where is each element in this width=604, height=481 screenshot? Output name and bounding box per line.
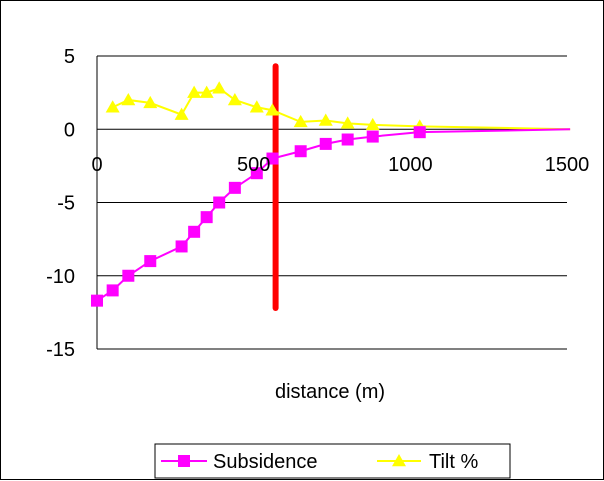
tilt-point <box>199 85 214 98</box>
subsidence-point <box>413 126 426 139</box>
subsidence-point <box>266 152 279 165</box>
tilt-point <box>105 100 120 113</box>
x-axis-title: distance (m) <box>275 381 385 403</box>
legend-box <box>154 443 511 479</box>
y-tick-label: -10 <box>46 266 75 288</box>
series-line-tilt <box>112 87 571 131</box>
tilt-point <box>143 95 158 109</box>
legend-label: Subsidence <box>213 451 318 473</box>
subsidence-point <box>91 294 103 307</box>
subsidence-point <box>213 196 226 209</box>
tilt-point <box>212 81 227 94</box>
subsidence-point <box>341 133 354 146</box>
legend-label: Tilt % <box>429 451 478 473</box>
tick-labels: 5 0 -5 -10 -15 0 500 1000 1500 <box>46 46 589 361</box>
gridlines <box>97 55 567 350</box>
series-layer <box>91 81 571 307</box>
tilt-point <box>265 103 280 116</box>
y-tick-label: 0 <box>64 119 75 141</box>
subsidence-point <box>200 211 213 224</box>
subsidence-point <box>250 167 263 180</box>
tilt-point <box>365 117 380 131</box>
y-tick-label: -15 <box>46 339 75 361</box>
subsidence-point <box>366 130 379 143</box>
subsidence-point <box>175 240 188 253</box>
tilt-point <box>340 116 355 129</box>
tilt-point <box>187 85 202 98</box>
x-tick-label: 500 <box>237 154 270 176</box>
x-tick-label: 1500 <box>545 154 590 176</box>
subsidence-point <box>228 181 241 194</box>
legend-marker <box>178 455 190 467</box>
subsidence-point <box>188 225 201 238</box>
subsidence-point <box>122 269 135 282</box>
subsidence-point <box>319 137 332 150</box>
y-tick-label: -5 <box>57 193 75 215</box>
x-tick-label: 0 <box>91 154 102 176</box>
subsidence-point <box>294 145 307 158</box>
tilt-point <box>249 100 264 113</box>
x-tick-label: 1000 <box>388 154 433 176</box>
subsidence-point <box>144 255 157 268</box>
series-line-subsidence <box>96 128 571 302</box>
legend-entries: Subsidence Tilt % <box>161 451 478 473</box>
tilt-point <box>121 92 136 106</box>
tilt-point <box>227 92 242 106</box>
tilt-point <box>293 114 308 128</box>
tilt-point <box>174 107 189 120</box>
y-tick-label: 5 <box>64 46 75 68</box>
subsidence-point <box>106 284 119 297</box>
legend-marker <box>392 454 406 467</box>
tilt-point <box>318 113 333 126</box>
legend: Subsidence Tilt % <box>154 443 511 479</box>
